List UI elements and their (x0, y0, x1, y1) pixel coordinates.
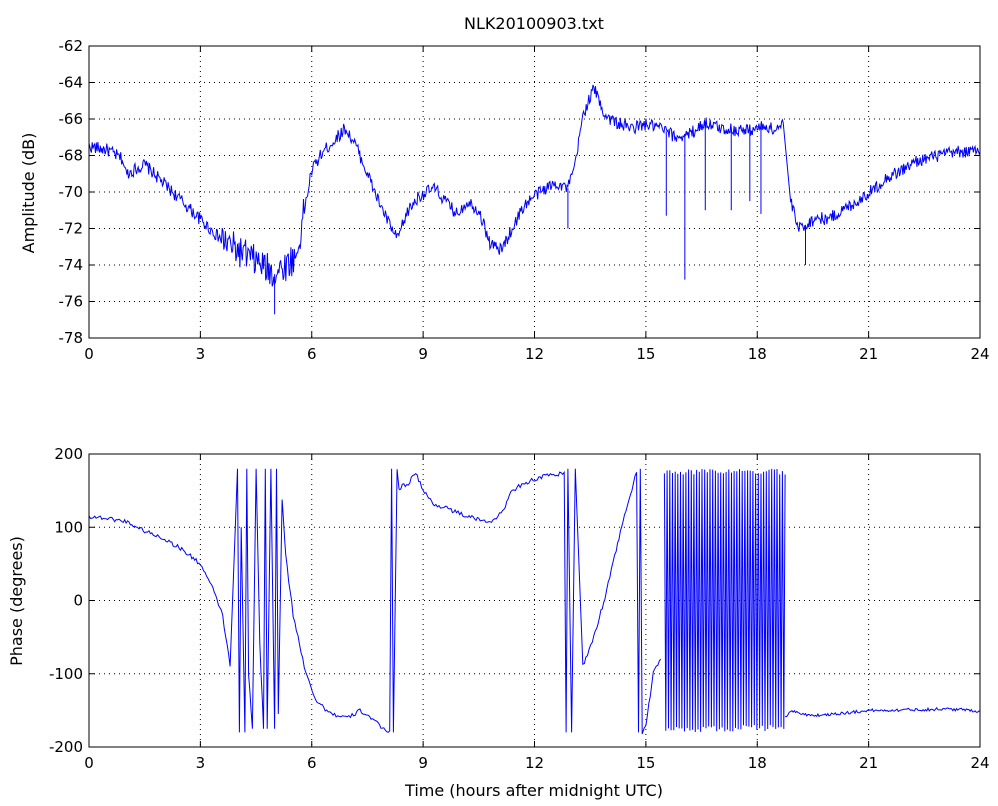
x-axis-label-time: Time (hours after midnight UTC) (404, 781, 663, 800)
amplitude-xtick-label: 21 (859, 345, 878, 363)
amplitude-ytick-label: -72 (59, 220, 84, 238)
amplitude-xtick-label: 15 (636, 345, 655, 363)
y-axis-label-phase: Phase (degrees) (7, 536, 26, 666)
phase-xtick-label: 0 (84, 754, 94, 772)
phase-tail-line (784, 706, 981, 718)
phase-ytick-label: 200 (54, 445, 83, 463)
phase-xtick-label: 24 (970, 754, 989, 772)
phase-ytick-label: 0 (73, 592, 83, 610)
phase-series-line (88, 468, 662, 735)
amplitude-xtick-label: 3 (196, 345, 206, 363)
phase-panel: Phase (degrees) Time (hours after midnig… (7, 445, 990, 800)
amplitude-ytick-label: -68 (59, 147, 84, 165)
phase-xtick-label: 3 (196, 754, 206, 772)
amplitude-axes-box (88, 45, 981, 339)
amplitude-series-line (88, 84, 981, 287)
phase-axes-box (88, 453, 981, 748)
amplitude-xtick-label: 18 (748, 345, 767, 363)
amplitude-ytick-label: -70 (59, 183, 84, 201)
amplitude-ytick-label: -74 (59, 256, 84, 274)
chart-title: NLK20100903.txt (464, 14, 604, 33)
phase-xtick-label: 18 (748, 754, 767, 772)
amplitude-xtick-label: 0 (84, 345, 94, 363)
amplitude-ytick-label: -78 (59, 329, 84, 347)
amplitude-ytick-label: -62 (59, 37, 84, 55)
amplitude-xtick-label: 9 (418, 345, 428, 363)
amplitude-xtick-label: 6 (307, 345, 317, 363)
amplitude-ytick-label: -76 (59, 293, 84, 311)
phase-ytick-label: 100 (54, 518, 83, 536)
amplitude-xtick-label: 12 (525, 345, 544, 363)
phase-xtick-label: 15 (636, 754, 655, 772)
phase-xtick-label: 21 (859, 754, 878, 772)
phase-ytick-label: -200 (49, 738, 83, 756)
phase-xtick-label: 12 (525, 754, 544, 772)
phase-oscillation-line (663, 468, 786, 733)
amplitude-xtick-label: 24 (970, 345, 989, 363)
phase-xtick-label: 9 (418, 754, 428, 772)
phase-xtick-label: 6 (307, 754, 317, 772)
amplitude-panel: NLK20100903.txt Amplitude (dB) 0 3 6 9 12 15 1… (19, 14, 990, 363)
phase-ytick-label: -100 (49, 665, 83, 683)
amplitude-ytick-label: -64 (59, 74, 84, 92)
amplitude-ytick-label: -66 (59, 110, 84, 128)
y-axis-label-amplitude: Amplitude (dB) (19, 133, 38, 254)
